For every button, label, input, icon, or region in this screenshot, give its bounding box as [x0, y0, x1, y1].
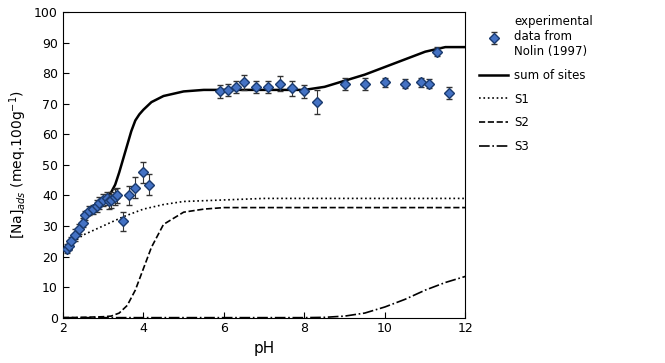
- sum of sites: [59, 248, 66, 253]
- sum of sites: [99, 198, 107, 202]
- S2: [340, 205, 348, 210]
- S1: [180, 199, 188, 204]
- S3: [381, 305, 389, 309]
- sum of sites: [340, 78, 348, 83]
- sum of sites: [131, 118, 139, 123]
- S2: [123, 303, 131, 307]
- S3: [442, 280, 450, 285]
- sum of sites: [160, 94, 168, 98]
- sum of sites: [180, 89, 188, 94]
- S3: [361, 311, 369, 315]
- sum of sites: [103, 195, 111, 199]
- sum of sites: [240, 88, 248, 92]
- sum of sites: [75, 225, 83, 230]
- sum of sites: [67, 239, 75, 244]
- S2: [381, 205, 389, 210]
- S3: [99, 315, 107, 320]
- S1: [160, 202, 168, 207]
- S2: [115, 311, 123, 315]
- sum of sites: [140, 107, 148, 112]
- sum of sites: [79, 218, 87, 222]
- sum of sites: [321, 85, 329, 89]
- S2: [79, 315, 87, 319]
- sum of sites: [123, 143, 131, 147]
- sum of sites: [361, 73, 369, 77]
- sum of sites: [119, 156, 127, 161]
- sum of sites: [401, 57, 409, 61]
- sum of sites: [421, 49, 429, 54]
- Legend: experimental
data from
Nolin (1997), sum of sites, S1, S2, S3: experimental data from Nolin (1997), sum…: [475, 12, 597, 156]
- S1: [421, 196, 429, 201]
- S1: [340, 196, 348, 201]
- S2: [131, 288, 139, 292]
- S3: [321, 315, 329, 319]
- S2: [220, 205, 228, 210]
- sum of sites: [111, 183, 119, 187]
- S3: [301, 315, 309, 320]
- Line: sum of sites: sum of sites: [63, 47, 466, 250]
- sum of sites: [220, 88, 228, 92]
- S2: [260, 205, 268, 210]
- S1: [462, 196, 469, 201]
- S2: [180, 210, 188, 215]
- S2: [421, 205, 429, 210]
- S2: [301, 205, 309, 210]
- S1: [381, 196, 389, 201]
- sum of sites: [260, 88, 268, 92]
- S2: [140, 266, 148, 271]
- S2: [99, 315, 107, 319]
- sum of sites: [281, 88, 289, 92]
- S1: [59, 248, 66, 253]
- S3: [140, 315, 148, 320]
- sum of sites: [301, 88, 309, 92]
- S1: [119, 215, 127, 219]
- sum of sites: [87, 207, 95, 211]
- S1: [220, 198, 228, 202]
- sum of sites: [148, 100, 156, 104]
- S1: [301, 196, 309, 201]
- sum of sites: [381, 65, 389, 69]
- S2: [462, 205, 469, 210]
- Line: S1: S1: [63, 199, 466, 250]
- S3: [401, 297, 409, 302]
- S3: [220, 315, 228, 320]
- S1: [140, 207, 148, 211]
- sum of sites: [63, 244, 71, 248]
- sum of sites: [91, 204, 99, 208]
- Line: S2: S2: [63, 208, 466, 318]
- sum of sites: [71, 233, 79, 237]
- S3: [260, 315, 268, 320]
- sum of sites: [95, 201, 103, 205]
- S1: [260, 196, 268, 201]
- sum of sites: [442, 45, 450, 49]
- S1: [79, 233, 87, 237]
- S3: [59, 315, 66, 320]
- sum of sites: [136, 112, 144, 117]
- sum of sites: [83, 212, 91, 216]
- S2: [107, 314, 115, 318]
- S1: [99, 224, 107, 228]
- S3: [462, 274, 469, 278]
- Y-axis label: [Na]$_{ads}$ (meq.100g$^{-1}$): [Na]$_{ads}$ (meq.100g$^{-1}$): [7, 90, 29, 239]
- S3: [421, 288, 429, 292]
- S2: [59, 315, 66, 320]
- S3: [340, 314, 348, 318]
- S2: [200, 207, 207, 211]
- sum of sites: [127, 129, 135, 133]
- sum of sites: [107, 190, 115, 195]
- sum of sites: [115, 170, 123, 175]
- S3: [180, 315, 188, 320]
- S2: [148, 245, 156, 249]
- S2: [160, 222, 168, 227]
- Line: S3: S3: [63, 276, 466, 318]
- X-axis label: pH: pH: [253, 341, 275, 356]
- sum of sites: [462, 45, 469, 49]
- sum of sites: [200, 88, 207, 92]
